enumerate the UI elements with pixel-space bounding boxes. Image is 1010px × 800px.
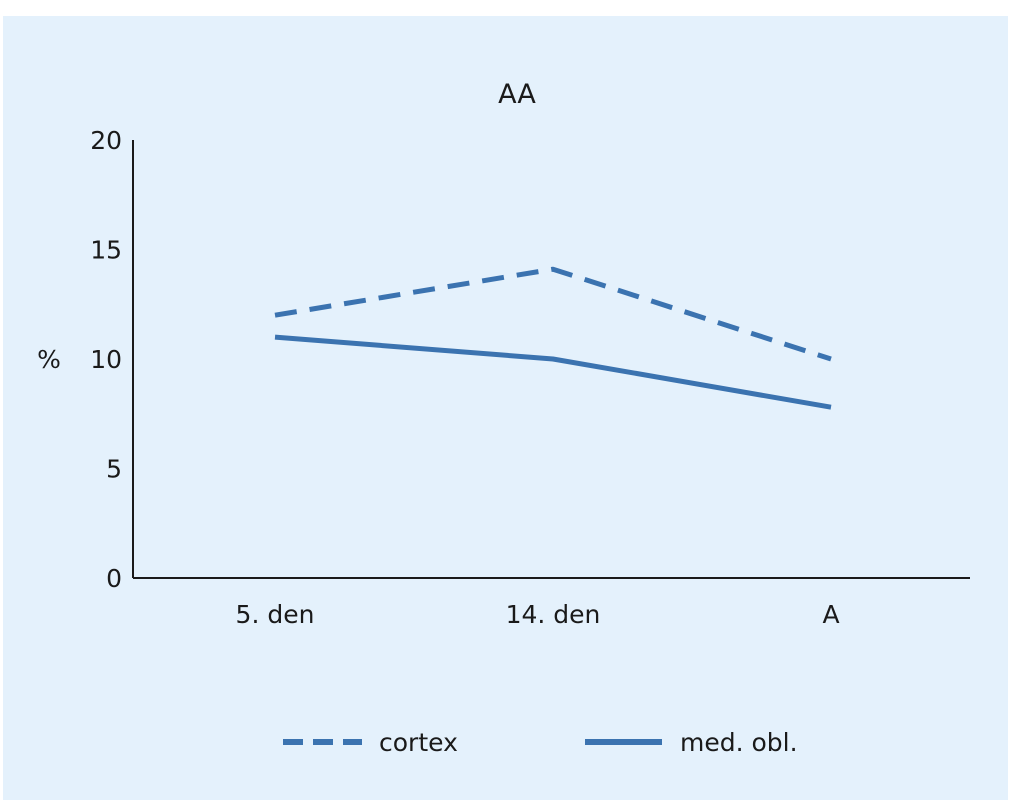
legend-label: cortex: [379, 728, 458, 757]
legend: cortex med. obl.: [283, 728, 798, 757]
chart-title: AA: [498, 79, 536, 110]
x-tick-label: A: [822, 600, 839, 629]
y-tick-label: 0: [106, 564, 122, 593]
y-tick-label: 5: [106, 455, 122, 484]
y-tick-labels: 0 5 10 15 20: [90, 126, 122, 593]
y-tick-label: 10: [90, 345, 122, 374]
x-tick-labels: 5. den 14. den A: [236, 600, 840, 629]
x-tick-label: 5. den: [236, 600, 315, 629]
y-axis-label: %: [37, 345, 61, 374]
series-lines: [274, 266, 832, 410]
x-tick-label: 14. den: [506, 600, 601, 629]
series-line-med-obl: [274, 334, 832, 410]
series-line-cortex: [274, 266, 832, 362]
y-tick-label: 20: [90, 126, 122, 155]
y-tick-label: 15: [90, 236, 122, 265]
chart-panel: [3, 16, 1008, 800]
legend-label: med. obl.: [680, 728, 798, 757]
